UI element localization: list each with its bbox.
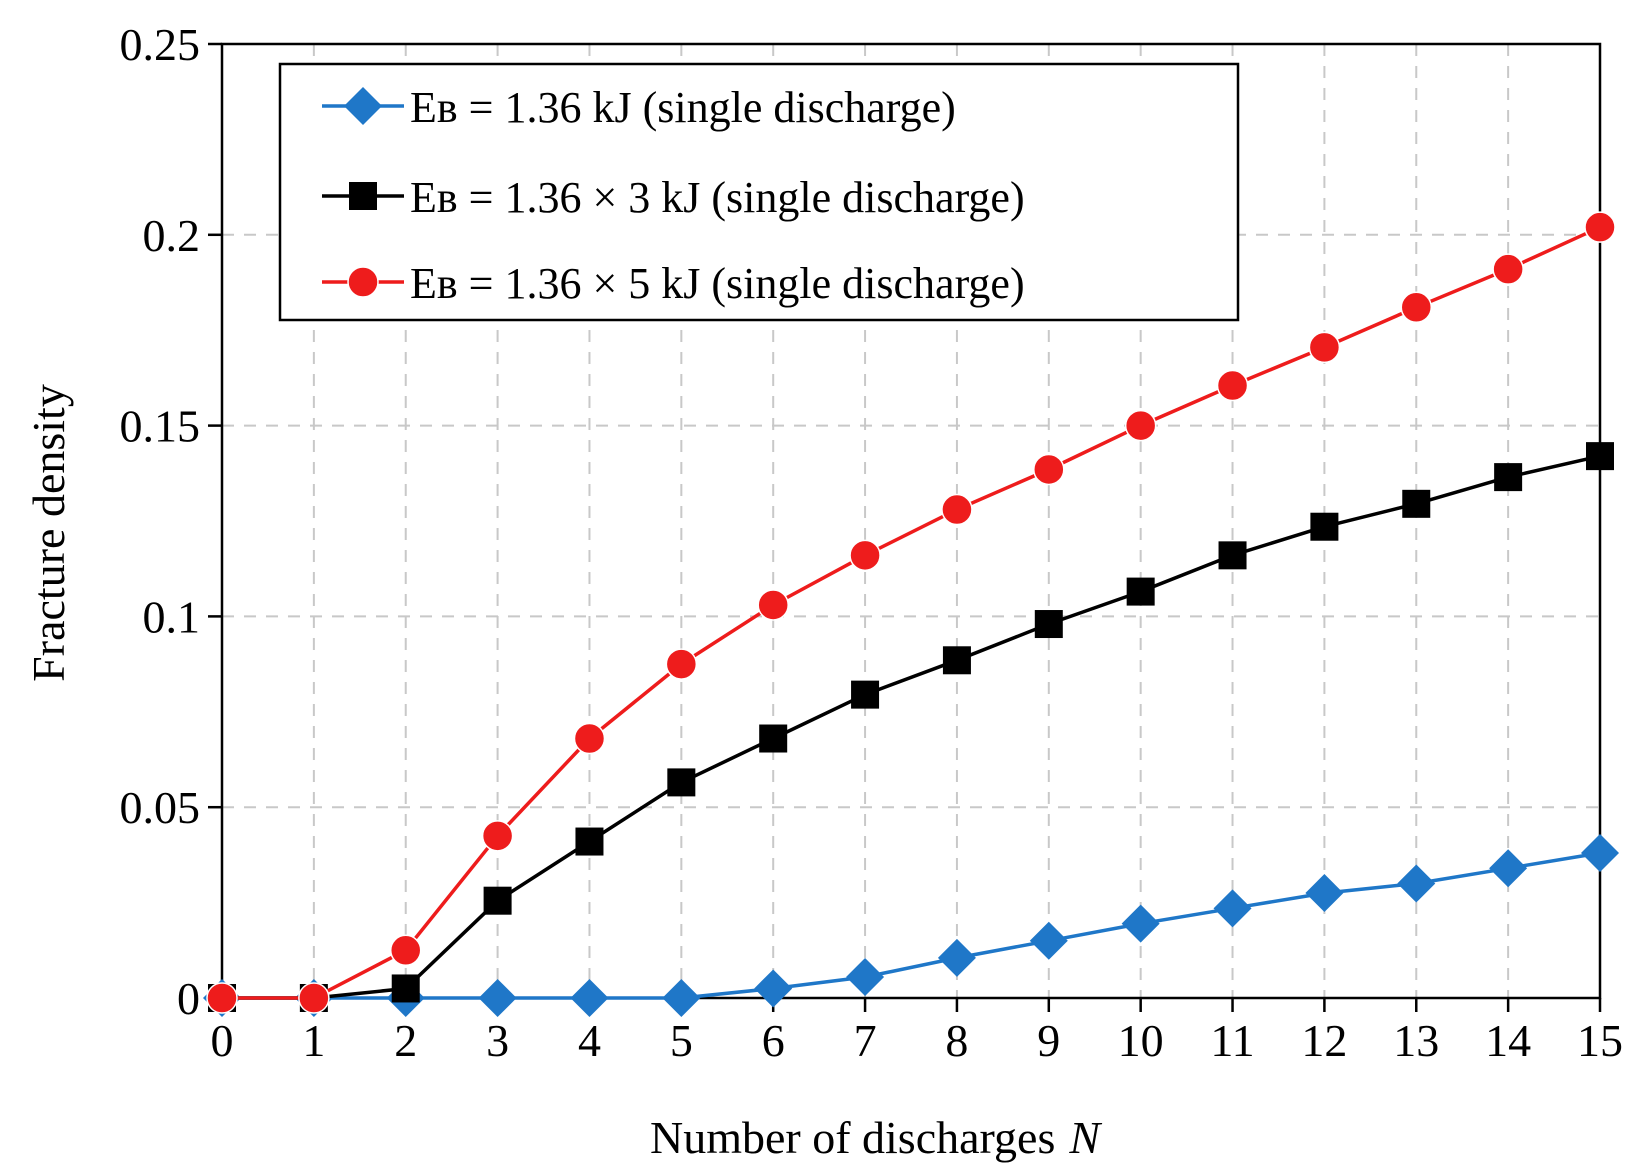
circle-data-point	[1308, 331, 1341, 364]
y-tick-label: 0.1	[143, 591, 201, 642]
circle-data-point	[1584, 211, 1616, 243]
square-data-point	[1126, 577, 1155, 606]
x-tick-label: 14	[1485, 1015, 1531, 1066]
y-axis-title: Fracture density	[23, 384, 74, 682]
x-tick-label: 1	[302, 1015, 325, 1066]
circle-data-point	[1492, 253, 1524, 285]
circle-data-point	[665, 648, 698, 680]
diamond-data-point	[754, 969, 793, 1008]
circle-data-point	[206, 982, 238, 1014]
legend-box	[278, 62, 1240, 322]
series-line	[222, 851, 1601, 1000]
x-tick-label: 2	[394, 1015, 417, 1066]
diamond-data-point	[846, 958, 885, 997]
x-axis-title: Number of discharges N	[650, 1112, 1102, 1163]
circle-data-point	[941, 493, 973, 526]
diamond-data-point	[1397, 864, 1436, 903]
square-data-point	[667, 768, 696, 797]
x-tick-label: 3	[486, 1015, 509, 1066]
y-tick-label: 0.15	[120, 401, 201, 452]
x-axis-title-text: Number of discharges	[650, 1112, 1055, 1163]
circle-data-point	[1033, 453, 1065, 486]
circle-data-point	[481, 820, 514, 852]
axes: 0 1 2 3 4 5 6 7 8 9 10 11 12 13 14 1500.050.10.150.20.2…	[120, 19, 1624, 1066]
square-data-point	[942, 646, 971, 675]
legend-label: Eʙ = 1.36 × 5 kJ (single discharge)	[410, 259, 1025, 308]
x-tick-label: 5	[670, 1015, 693, 1066]
diamond-data-point	[478, 979, 517, 1017]
x-axis-title-variable: N	[1068, 1112, 1102, 1163]
series-line	[222, 454, 1601, 1000]
square-data-point	[1218, 541, 1247, 570]
square-data-point	[483, 886, 512, 915]
circle-data-point	[1400, 291, 1433, 324]
circle-data-point	[573, 722, 606, 755]
x-tick-label: 9	[1037, 1015, 1060, 1066]
circle-data-point	[389, 934, 422, 967]
x-tick-label: 7	[854, 1015, 877, 1066]
square-data-point	[391, 974, 420, 1003]
square-data-point	[759, 724, 788, 753]
plot-area-frame	[220, 42, 1602, 1000]
diamond-data-point	[1121, 904, 1160, 943]
diamond-data-point	[1489, 849, 1528, 888]
legend-square-marker	[349, 182, 377, 210]
diamond-data-point	[1581, 833, 1619, 872]
x-tick-label: 10	[1118, 1015, 1164, 1066]
diamond-data-point	[570, 979, 609, 1017]
square-data-point	[851, 680, 880, 709]
legend: Eʙ = 1.36 kJ (single discharge) Eʙ = 1.36…	[278, 62, 1240, 322]
x-tick-label: 6	[762, 1015, 785, 1066]
y-tick-label: 0.05	[120, 782, 201, 833]
x-tick-label: 4	[578, 1015, 601, 1066]
x-tick-label: 11	[1210, 1015, 1254, 1066]
y-tick-label: 0.25	[120, 19, 201, 70]
circle-data-point	[1216, 369, 1249, 402]
x-tick-label: 12	[1301, 1015, 1347, 1066]
x-tick-label: 0	[211, 1015, 234, 1066]
square-data-point	[1402, 489, 1431, 518]
x-tick-label: 8	[945, 1015, 968, 1066]
diamond-data-point	[662, 979, 701, 1017]
legend-label: Eʙ = 1.36 kJ (single discharge)	[410, 83, 956, 132]
square-data-point	[1494, 463, 1523, 492]
circle-data-point	[298, 982, 330, 1014]
square-data-point	[1310, 512, 1339, 541]
circle-data-point	[1124, 409, 1157, 442]
square-data-point	[575, 827, 604, 856]
diamond-data-point	[937, 938, 976, 977]
diamond-data-point	[1305, 874, 1344, 913]
square-data-point	[1586, 442, 1614, 471]
x-tick-label: 13	[1393, 1015, 1439, 1066]
square-data-point	[1034, 610, 1063, 639]
legend-label: Eʙ = 1.36 × 3 kJ (single discharge)	[410, 173, 1025, 222]
series-3	[206, 211, 1616, 1014]
series-layer	[203, 211, 1619, 1017]
legend-entry-1: Eʙ = 1.36 kJ (single discharge)	[322, 83, 956, 132]
legend-entry-3: Eʙ = 1.36 × 5 kJ (single discharge)	[322, 259, 1025, 308]
x-tick-label: 15	[1577, 1015, 1623, 1066]
y-tick-label: 0.2	[143, 210, 201, 261]
circle-data-point	[757, 589, 789, 621]
legend-entry-2: Eʙ = 1.36 × 3 kJ (single discharge)	[322, 173, 1025, 222]
series-line	[222, 225, 1601, 1000]
y-tick-label: 0	[177, 973, 200, 1024]
diamond-data-point	[1029, 921, 1068, 960]
diamond-data-point	[1213, 889, 1252, 928]
legend-circle-marker	[347, 266, 379, 298]
circle-data-point	[849, 539, 881, 572]
legend-diamond-marker	[344, 87, 382, 125]
